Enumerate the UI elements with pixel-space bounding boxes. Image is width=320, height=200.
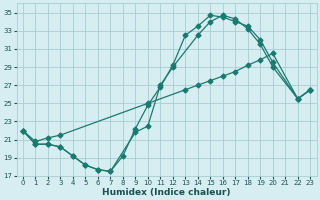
X-axis label: Humidex (Indice chaleur): Humidex (Indice chaleur)	[102, 188, 231, 197]
